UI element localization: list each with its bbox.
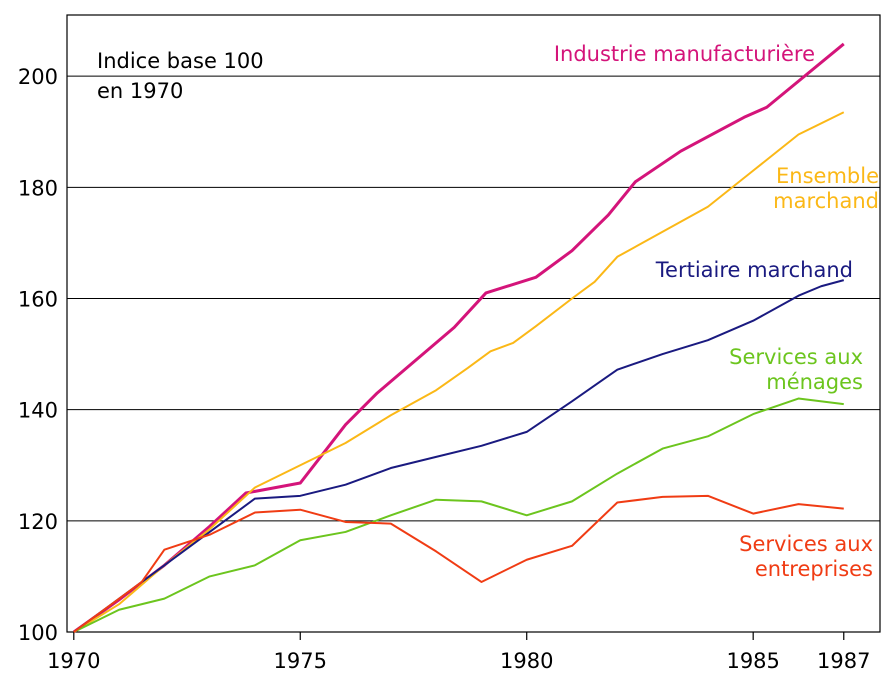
y-tick-label: 120 xyxy=(18,510,58,534)
series-label: Industrie manufacturière xyxy=(553,42,815,66)
series-line xyxy=(73,494,844,633)
x-tick-label: 1980 xyxy=(500,649,553,673)
series-label: Services aux ménages xyxy=(729,345,863,394)
y-tick-label: 100 xyxy=(18,621,58,645)
y-tick-label: 200 xyxy=(18,65,58,89)
series-label: Ensemble marchand xyxy=(773,164,879,213)
y-tick-label: 180 xyxy=(18,176,58,200)
y-tick-label: 160 xyxy=(18,287,58,311)
series-line xyxy=(73,397,844,633)
x-tick-label: 1985 xyxy=(726,649,779,673)
series-line xyxy=(73,111,845,633)
y-tick-label: 140 xyxy=(18,399,58,423)
series-line xyxy=(73,279,845,633)
series-label: Services aux entreprises xyxy=(739,532,873,581)
series-label: Tertiaire marchand xyxy=(655,258,853,282)
x-tick-label: 1975 xyxy=(274,649,327,673)
annotation: Indice base 100 xyxy=(97,49,264,73)
x-tick-label: 1970 xyxy=(47,649,100,673)
x-tick-label: 1987 xyxy=(817,649,870,673)
annotation: en 1970 xyxy=(97,79,183,103)
series-line xyxy=(72,42,845,634)
